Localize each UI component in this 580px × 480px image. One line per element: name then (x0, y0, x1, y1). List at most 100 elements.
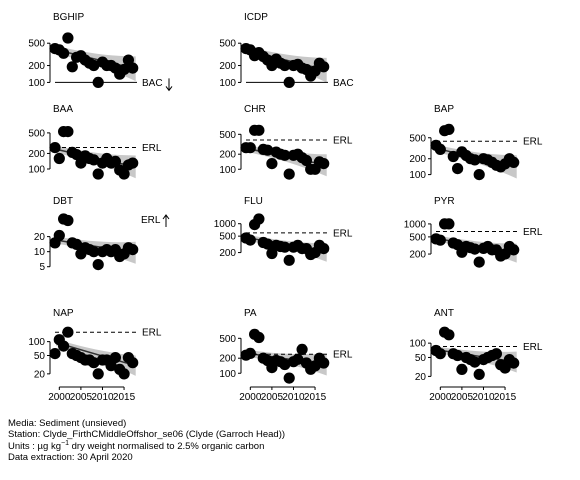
reference-label: ERL (333, 228, 353, 239)
y-tick-label: 200 (219, 61, 236, 72)
y-tick-label: 500 (28, 128, 45, 139)
data-point (434, 143, 446, 155)
data-point (443, 218, 455, 230)
data-point (473, 169, 485, 181)
panel-chr: CHR ERL 100 200 500 (219, 104, 353, 180)
data-point (53, 152, 65, 165)
data-point (253, 213, 265, 225)
data-point (92, 76, 104, 88)
y-tick-label: 500 (219, 232, 236, 243)
x-tick-label: 2010 (91, 392, 114, 403)
reference-label: ERL (142, 143, 162, 154)
data-point (443, 329, 455, 341)
y-tick-label: 500 (219, 39, 236, 50)
y-tick-label: 100 (409, 170, 426, 181)
y-tick-label: 500 (28, 39, 45, 50)
data-point (253, 331, 265, 344)
data-point (473, 368, 485, 380)
panel-title: ANT (434, 308, 454, 319)
footer-units-exponent: −1 (61, 439, 69, 447)
trend-arrow-down-icon (165, 78, 173, 92)
panel-title: PA (244, 308, 257, 319)
reference-label: ERL (523, 227, 543, 238)
x-tick-label: 2000 (48, 392, 71, 403)
data-point (262, 144, 274, 156)
reference-label: BAC (142, 78, 163, 89)
trend-arrow-up-icon (162, 214, 170, 227)
y-tick-label: 5 (39, 262, 45, 273)
data-point (266, 158, 278, 170)
data-point (279, 358, 291, 371)
panel-baa: BAA ERL 100 200 500 (28, 104, 162, 180)
panel-ant: ANT ERL 20 50 100 2000 2005 2010 2015 (409, 308, 543, 403)
data-point (283, 168, 295, 180)
y-tick-label: 200 (219, 150, 236, 161)
data-point (244, 234, 256, 246)
panel-title: PYR (434, 196, 455, 207)
data-point (127, 157, 139, 169)
y-tick-label: 1000 (214, 219, 237, 230)
data-point (62, 126, 74, 138)
y-tick-label: 500 (409, 232, 426, 243)
data-point (283, 254, 295, 266)
data-point (127, 62, 139, 74)
data-point (318, 357, 330, 369)
data-point (88, 154, 100, 166)
data-point (92, 168, 104, 180)
panel-title: ICDP (244, 12, 268, 23)
data-point (244, 142, 256, 154)
panel-flu: FLU ERL 200 500 1000 (214, 196, 353, 266)
y-tick-label: 100 (28, 78, 45, 89)
data-point (452, 349, 464, 362)
footer-units-suffix: dry weight normalised to 2.5% organic ca… (68, 440, 265, 452)
data-point (127, 244, 139, 256)
data-point (508, 244, 520, 256)
panel-nap: NAP ERL 20 50 100 2000 2005 2010 2015 (28, 308, 162, 403)
y-tick-label: 200 (409, 250, 426, 261)
data-point (88, 246, 100, 258)
y-tick-label: 100 (219, 78, 236, 89)
panel-title: BAP (434, 104, 454, 115)
trend-line (56, 341, 136, 367)
y-tick-label: 100 (219, 165, 236, 176)
data-point (283, 76, 295, 88)
y-tick-label: 100 (409, 339, 426, 350)
data-point (62, 32, 74, 44)
reference-label: ERL (333, 350, 353, 361)
data-point (71, 238, 83, 250)
data-point (118, 63, 130, 76)
data-point (318, 158, 330, 170)
y-tick-label: 200 (219, 354, 236, 365)
data-point (266, 247, 278, 260)
x-tick-label: 2000 (239, 392, 262, 403)
panel-bap: BAP ERL 100 200 500 (409, 104, 543, 181)
data-point (300, 154, 312, 167)
data-point (49, 348, 61, 360)
data-point (244, 347, 256, 359)
data-point (452, 163, 464, 175)
reference-label: ERL (523, 137, 543, 148)
data-point (279, 59, 291, 72)
data-point (118, 368, 130, 380)
panel-pa: PA ERL 100 200 500 2000 2005 2010 2015 (219, 308, 353, 403)
data-point (469, 154, 481, 166)
data-point (66, 61, 78, 73)
x-tick-label: 2005 (70, 392, 93, 403)
x-tick-label: 2010 (282, 392, 305, 403)
data-point (92, 259, 104, 271)
y-tick-label: 100 (219, 369, 236, 380)
data-point (58, 340, 70, 352)
data-point (49, 142, 61, 154)
chart-footer: Media: Sediment (unsieved) Station: Clyd… (8, 418, 568, 464)
data-point (109, 352, 121, 364)
data-point (456, 363, 468, 375)
y-tick-label: 1000 (404, 219, 427, 230)
data-point (62, 214, 74, 227)
data-point (318, 243, 330, 255)
data-point (447, 150, 459, 163)
panel-pyr: PYR ERL 200 500 1000 (404, 196, 543, 268)
x-tick-label: 2015 (304, 392, 327, 403)
panel-icdp: ICDP BAC 100 200 500 (219, 12, 353, 89)
y-tick-label: 50 (415, 353, 427, 364)
chart-figure: BGHIP BAC 100 200 500 ICDP BAC 100 200 500 BAA ERL 1… (28, 12, 543, 403)
